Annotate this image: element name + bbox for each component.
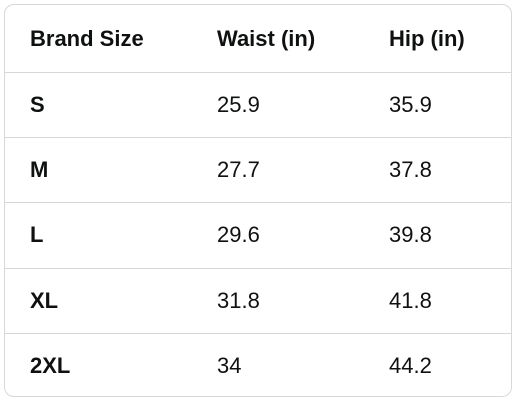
table-cell: 31.8 (217, 287, 260, 313)
table-cell: 2XL (30, 352, 71, 378)
size-table: Brand Size Waist (in) Hip (in) S 25.9 35.9 M 27… (4, 4, 512, 397)
table-cell: 37.8 (389, 157, 432, 183)
table-row: XL 31.8 41.8 (5, 267, 511, 333)
table-cell: 27.7 (217, 157, 260, 183)
table-cell: L (30, 222, 44, 248)
table-cell: Brand Size (30, 25, 144, 51)
table-cell: 41.8 (389, 287, 432, 313)
table-cell: Waist (in) (217, 25, 316, 51)
table-row: M 27.7 37.8 (5, 137, 511, 202)
table-cell: 39.8 (389, 222, 432, 248)
table-cell: 25.9 (217, 92, 260, 117)
table-cell: 34 (217, 352, 242, 378)
table-cell: 44.2 (389, 352, 432, 378)
table-row: L 29.6 39.8 (5, 202, 511, 267)
table-cell: M (30, 157, 49, 183)
table-cell: 29.6 (217, 222, 260, 248)
header-row: Brand Size Waist (in) Hip (in) (5, 5, 511, 72)
table-cell: S (30, 92, 45, 117)
table-row: 2XL 34 44.2 (5, 332, 511, 396)
table-cell: XL (30, 287, 59, 313)
table-cell: Hip (in) (389, 25, 465, 51)
table-cell: 35.9 (389, 92, 432, 117)
table-row: S 25.9 35.9 (5, 72, 511, 137)
